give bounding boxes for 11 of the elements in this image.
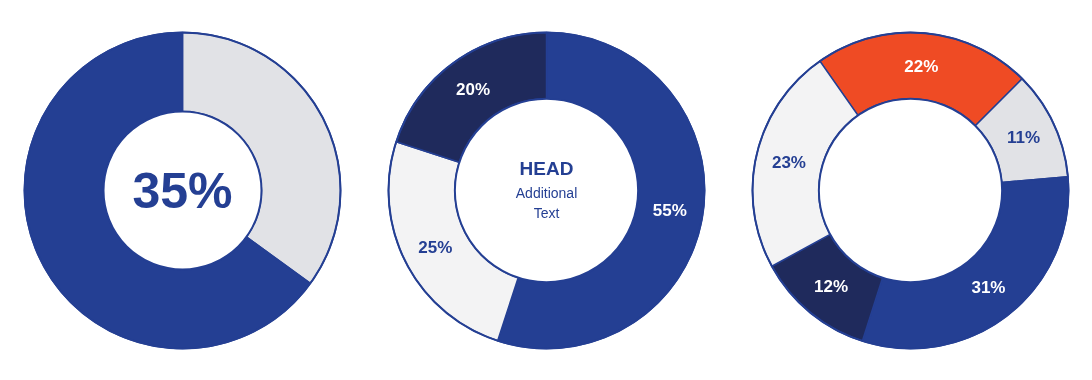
data-label: 55% [652,200,687,220]
data-label: 12% [814,277,849,297]
data-label: 23% [771,152,806,172]
data-label: 25% [418,237,453,257]
text: Additional Text [515,184,578,221]
data-label: 31% [971,278,1006,298]
data-label: 11% [1007,128,1041,148]
text: HEAD [519,158,574,179]
data-label: 20% [456,80,491,100]
data-label: 22% [904,56,939,76]
text: 35% [132,162,233,219]
